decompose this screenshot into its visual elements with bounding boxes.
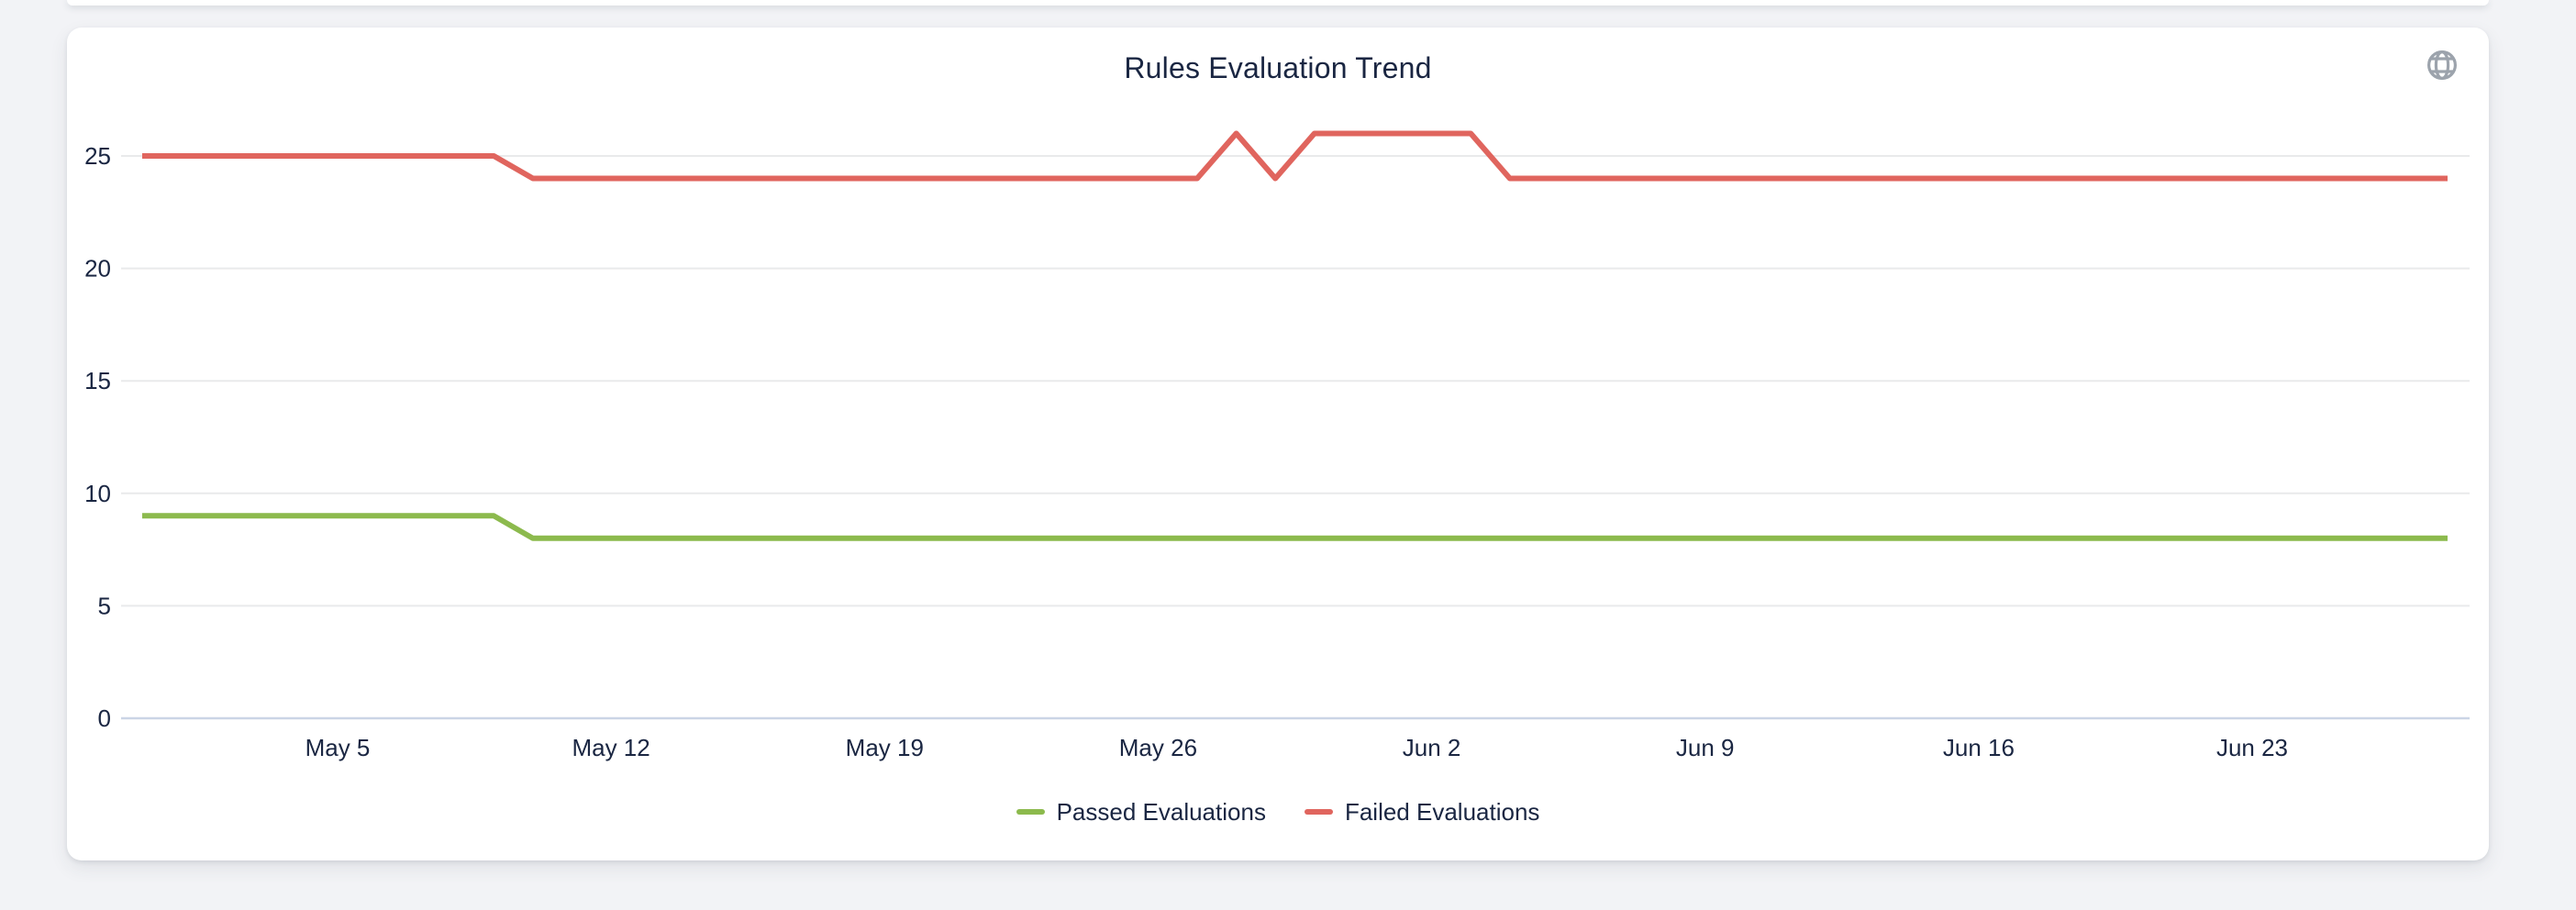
svg-text:0: 0 — [98, 705, 111, 732]
svg-text:Jun 23: Jun 23 — [2216, 734, 2288, 761]
svg-text:20: 20 — [84, 255, 111, 283]
legend-item-failed-evaluations[interactable]: Failed Evaluations — [1304, 798, 1540, 826]
previous-card-bottom-edge — [67, 0, 2489, 6]
svg-text:May 12: May 12 — [572, 734, 650, 761]
svg-text:May 19: May 19 — [846, 734, 924, 761]
svg-text:15: 15 — [84, 367, 111, 394]
legend-label-failed: Failed Evaluations — [1344, 798, 1540, 826]
chart-legend: Passed Evaluations Failed Evaluations — [67, 800, 2489, 824]
svg-text:May 5: May 5 — [305, 734, 371, 761]
svg-text:May 26: May 26 — [1119, 734, 1197, 761]
globe-icon[interactable] — [2425, 48, 2459, 83]
svg-text:10: 10 — [84, 480, 111, 507]
chart-title: Rules Evaluation Trend — [1124, 51, 1432, 84]
legend-label-passed: Passed Evaluations — [1056, 798, 1266, 826]
rules-evaluation-line-chart[interactable]: 0 5 10 15 20 25 May 5 May 12 May 19 May 26 Jun 2 Ju… — [67, 28, 2489, 860]
svg-text:Jun 16: Jun 16 — [1943, 734, 2015, 761]
legend-item-passed-evaluations[interactable]: Passed Evaluations — [1016, 800, 1266, 824]
svg-text:25: 25 — [84, 142, 111, 170]
svg-text:Jun 2: Jun 2 — [1403, 734, 1461, 761]
failed-series-swatch — [1304, 809, 1333, 815]
svg-text:Jun 9: Jun 9 — [1676, 734, 1735, 761]
rules-evaluation-trend-card: Rules Evaluation Trend 0 5 10 15 20 25 May 5 Ma… — [67, 28, 2489, 860]
passed-series-swatch — [1016, 809, 1045, 815]
svg-text:5: 5 — [98, 592, 111, 619]
